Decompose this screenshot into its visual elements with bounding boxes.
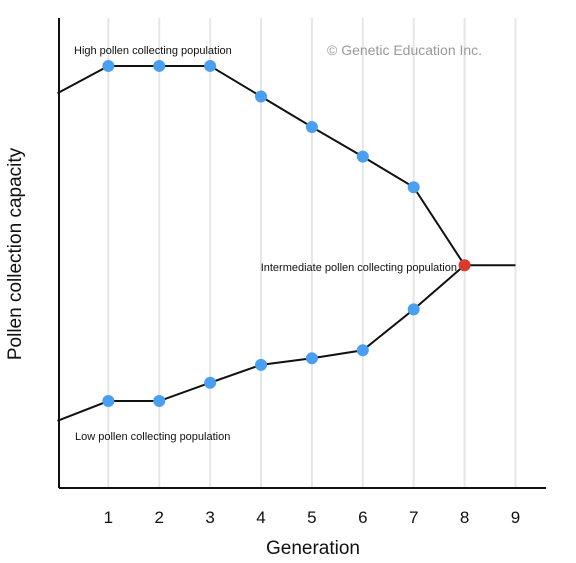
watermark: © Genetic Education Inc. xyxy=(327,42,482,58)
point-series0-gen2 xyxy=(153,59,166,72)
grid-lines xyxy=(107,18,517,488)
x-tick-label-7: 7 xyxy=(409,508,418,527)
point-series0-gen3 xyxy=(204,59,217,72)
x-axis-title: Generation xyxy=(266,538,360,559)
annotation-intermediate-population: Intermediate pollen collecting populatio… xyxy=(261,262,457,274)
x-tick-label-1: 1 xyxy=(104,508,113,527)
point-series0-gen5 xyxy=(305,121,318,134)
x-tick-label-9: 9 xyxy=(511,508,520,527)
y-axis-title: Pollen collection capacity xyxy=(5,147,26,360)
point-series1-gen7 xyxy=(407,303,420,316)
x-tick-label-6: 6 xyxy=(358,508,367,527)
point-series1-gen4 xyxy=(255,358,268,371)
x-tick-label-2: 2 xyxy=(155,508,164,527)
point-series0-gen7 xyxy=(407,181,420,194)
point-series0-gen1 xyxy=(102,59,115,72)
point-series1-gen2 xyxy=(153,395,166,408)
x-tick-label-5: 5 xyxy=(307,508,316,527)
point-series0-gen6 xyxy=(356,150,369,163)
point-series1-gen3 xyxy=(204,376,217,389)
x-tick-label-8: 8 xyxy=(460,508,469,527)
series-points xyxy=(102,59,471,408)
point-series0-gen4 xyxy=(255,90,268,103)
point-series2-gen8 xyxy=(458,259,471,272)
x-tick-labels: 1 2 3 4 5 6 7 8 9 xyxy=(104,508,521,527)
x-tick-label-4: 4 xyxy=(256,508,265,527)
annotation-high-population: High pollen collecting population xyxy=(74,45,232,57)
point-series1-gen1 xyxy=(102,395,115,408)
x-tick-label-3: 3 xyxy=(205,508,214,527)
axes xyxy=(58,18,546,489)
annotation-low-population: Low pollen collecting population xyxy=(75,431,230,443)
point-series1-gen5 xyxy=(305,352,318,365)
series-lines xyxy=(57,64,516,422)
point-series1-gen6 xyxy=(356,344,369,357)
